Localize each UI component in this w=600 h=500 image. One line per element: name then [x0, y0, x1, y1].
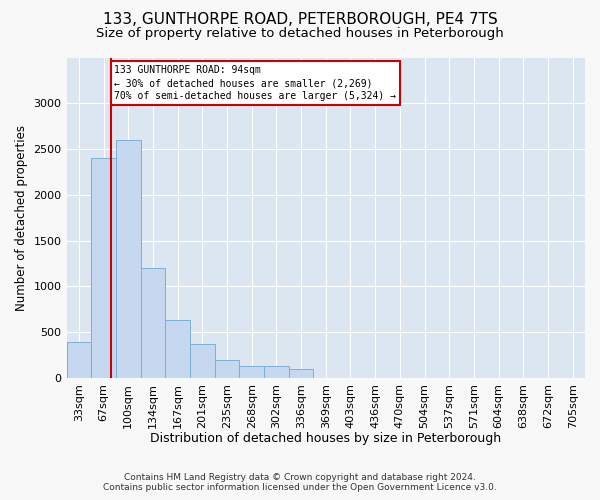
Bar [91, 158, 116, 378]
Bar [140, 268, 165, 378]
Y-axis label: Number of detached properties: Number of detached properties [15, 124, 28, 310]
Bar [165, 320, 190, 378]
Text: 133 GUNTHORPE ROAD: 94sqm
← 30% of detached houses are smaller (2,269)
70% of se: 133 GUNTHORPE ROAD: 94sqm ← 30% of detac… [115, 65, 397, 101]
Text: 133, GUNTHORPE ROAD, PETERBOROUGH, PE4 7TS: 133, GUNTHORPE ROAD, PETERBOROUGH, PE4 7… [103, 12, 497, 28]
X-axis label: Distribution of detached houses by size in Peterborough: Distribution of detached houses by size … [150, 432, 502, 445]
Bar [215, 360, 239, 378]
Bar [190, 344, 215, 378]
Text: Size of property relative to detached houses in Peterborough: Size of property relative to detached ho… [96, 28, 504, 40]
Bar [289, 369, 313, 378]
Text: Contains HM Land Registry data © Crown copyright and database right 2024.
Contai: Contains HM Land Registry data © Crown c… [103, 473, 497, 492]
Bar [116, 140, 140, 378]
Bar [67, 342, 91, 378]
Bar [264, 366, 289, 378]
Bar [239, 366, 264, 378]
